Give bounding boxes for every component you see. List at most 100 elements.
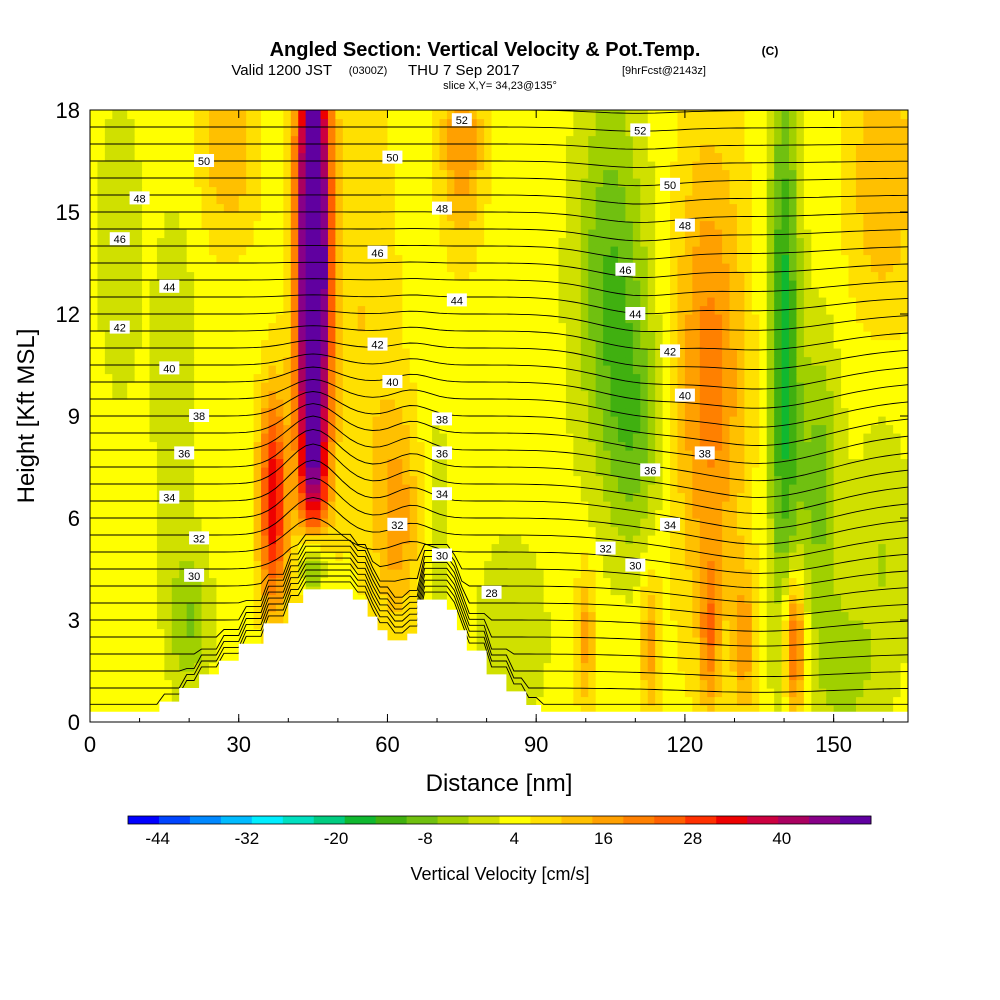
velocity-cell [97,569,106,579]
velocity-cell [796,645,805,655]
velocity-cell [424,433,433,443]
velocity-cell [878,628,887,638]
velocity-cell [268,535,277,545]
velocity-cell [305,501,314,511]
velocity-cell [283,484,292,494]
velocity-cell [893,543,902,553]
velocity-cell [253,458,262,468]
velocity-cell [275,458,284,468]
velocity-cell [119,518,128,528]
velocity-cell [476,535,485,545]
velocity-cell [588,560,597,570]
velocity-cell [751,348,760,358]
velocity-cell [417,356,426,366]
velocity-cell [275,433,284,443]
velocity-cell [491,373,500,383]
velocity-cell [231,475,240,485]
velocity-cell [149,450,158,460]
velocity-cell [261,373,270,383]
velocity-cell [692,679,701,689]
velocity-cell [766,526,775,536]
velocity-cell [313,433,322,443]
velocity-cell [781,594,790,604]
velocity-cell [394,356,403,366]
velocity-cell [841,654,850,664]
velocity-cell [826,339,835,349]
velocity-cell [878,390,887,400]
velocity-cell [432,382,441,392]
velocity-cell [707,586,716,596]
velocity-cell [751,654,760,664]
velocity-cell [617,416,627,426]
velocity-cell [156,526,165,536]
velocity-cell [885,688,894,698]
velocity-cell [699,348,708,358]
velocity-cell [513,560,522,570]
velocity-cell [142,382,151,392]
velocity-cell [104,552,113,562]
velocity-cell [684,526,693,536]
velocity-cell [692,569,701,579]
velocity-cell [744,484,753,494]
velocity-cell [365,603,374,613]
velocity-cell [454,450,463,460]
velocity-cell [893,458,902,468]
velocity-cell [521,356,530,366]
velocity-cell [900,416,908,426]
velocity-cell [261,569,270,579]
velocity-cell [499,628,508,638]
velocity-cell [476,365,485,375]
velocity-cell [90,416,99,426]
velocity-cell [610,509,619,519]
velocity-cell [156,458,165,468]
velocity-cell [513,671,522,681]
velocity-cell [521,654,530,664]
velocity-cell [536,356,545,366]
velocity-cell [759,390,768,400]
velocity-cell [707,654,716,664]
velocity-cell [253,501,262,511]
velocity-cell [394,501,403,511]
velocity-cell [789,611,798,621]
velocity-cell [208,526,218,536]
velocity-cell [357,339,366,349]
velocity-cell [647,382,656,392]
velocity-cell [156,688,165,698]
velocity-cell [543,637,552,647]
velocity-cell [900,688,908,698]
velocity-cell [684,441,693,451]
velocity-cell [461,552,470,562]
velocity-cell [736,645,745,655]
velocity-cell [528,348,537,358]
velocity-cell [97,458,106,468]
velocity-cell [119,611,128,621]
velocity-cell [781,586,790,596]
velocity-cell [818,424,827,434]
velocity-cell [855,688,864,698]
velocity-cell [759,382,768,392]
velocity-cell [424,441,433,451]
velocity-cell [573,679,582,689]
velocity-cell [201,603,210,613]
velocity-cell [320,450,329,460]
velocity-cell [506,662,515,672]
velocity-cell [781,552,790,562]
velocity-cell [171,620,180,630]
velocity-cell [469,569,478,579]
velocity-cell [551,662,560,672]
velocity-cell [699,399,708,409]
velocity-cell [729,475,738,485]
velocity-cell [290,467,299,477]
velocity-cell [855,339,864,349]
velocity-cell [275,339,284,349]
velocity-cell [409,492,418,502]
velocity-cell [781,526,790,536]
velocity-cell [409,577,418,587]
velocity-cell [744,535,753,545]
velocity-cell [848,535,857,545]
velocity-cell [275,348,284,358]
velocity-cell [551,526,560,536]
velocity-cell [90,331,99,341]
velocity-cell [759,475,768,485]
velocity-cell [580,620,589,630]
